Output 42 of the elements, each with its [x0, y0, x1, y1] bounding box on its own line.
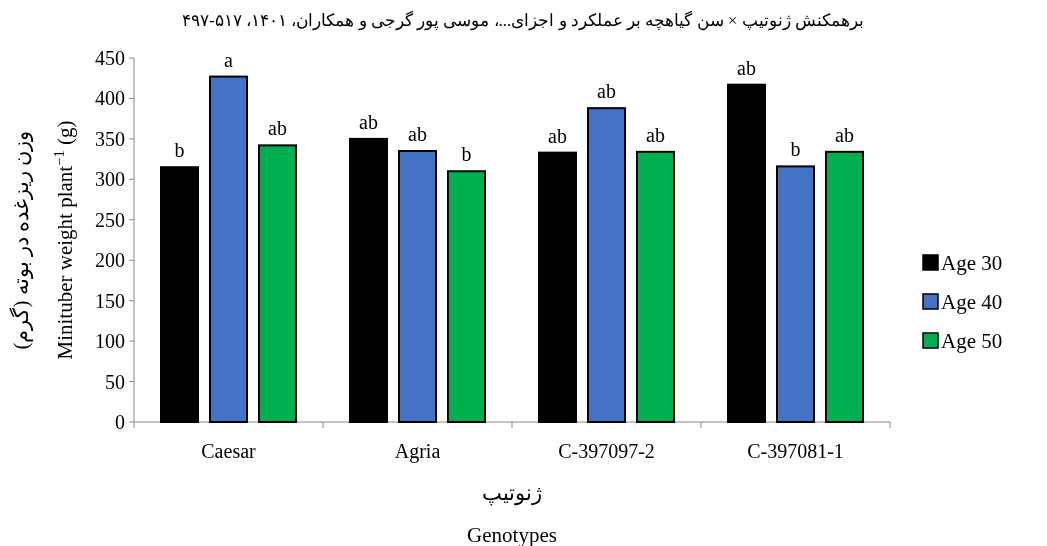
y-tick-label: 250 [95, 208, 125, 231]
bar [398, 150, 437, 423]
data-label: b [461, 143, 472, 166]
y-tick-label: 50 [105, 370, 125, 393]
data-label: ab [408, 123, 427, 146]
bar [160, 166, 199, 423]
legend-label: Age 30 [941, 251, 1003, 275]
bar [825, 150, 864, 423]
data-label: ab [359, 110, 378, 133]
data-label: b [790, 138, 801, 161]
data-label: ab [835, 123, 854, 146]
y-tick-label: 400 [95, 87, 125, 110]
bar [538, 151, 577, 423]
x-tick-label: Caesar [201, 440, 257, 462]
y-tick-label: 450 [95, 47, 125, 69]
chart-title: برهمکنش ژنوتیپ × سن گیاهچه بر عملکرد و اجزای...، موسی پور گرجی و همکاران، ۱۴۰۱، ۵۱۷-۴۹۷ [182, 10, 864, 31]
x-tick-label: Agria [394, 440, 441, 463]
data-label: ab [646, 123, 665, 146]
y-tick-label: 300 [95, 168, 125, 191]
bar [447, 170, 486, 423]
data-label: a [224, 48, 234, 71]
bar [209, 75, 248, 423]
legend-label: Age 50 [941, 329, 1003, 353]
data-label: ab [737, 56, 756, 79]
bar [587, 107, 626, 423]
data-label: ab [268, 117, 287, 140]
bar [776, 165, 815, 423]
data-label: ab [597, 80, 616, 103]
x-tick-label: C-397081-1 [747, 440, 844, 462]
legend-label: Age 40 [941, 290, 1003, 314]
x-tick-label: C-397097-2 [558, 440, 655, 462]
bar [258, 144, 297, 423]
y-tick-label: 0 [115, 411, 125, 433]
y-tick-label: 200 [95, 249, 125, 272]
y-tick-label: 350 [95, 127, 125, 150]
bar [636, 150, 675, 423]
data-label: ab [548, 124, 567, 147]
bar [349, 137, 388, 423]
y-tick-label: 100 [95, 330, 125, 353]
bar [727, 83, 766, 423]
y-tick-label: 150 [95, 289, 125, 312]
data-label: b [174, 139, 185, 162]
